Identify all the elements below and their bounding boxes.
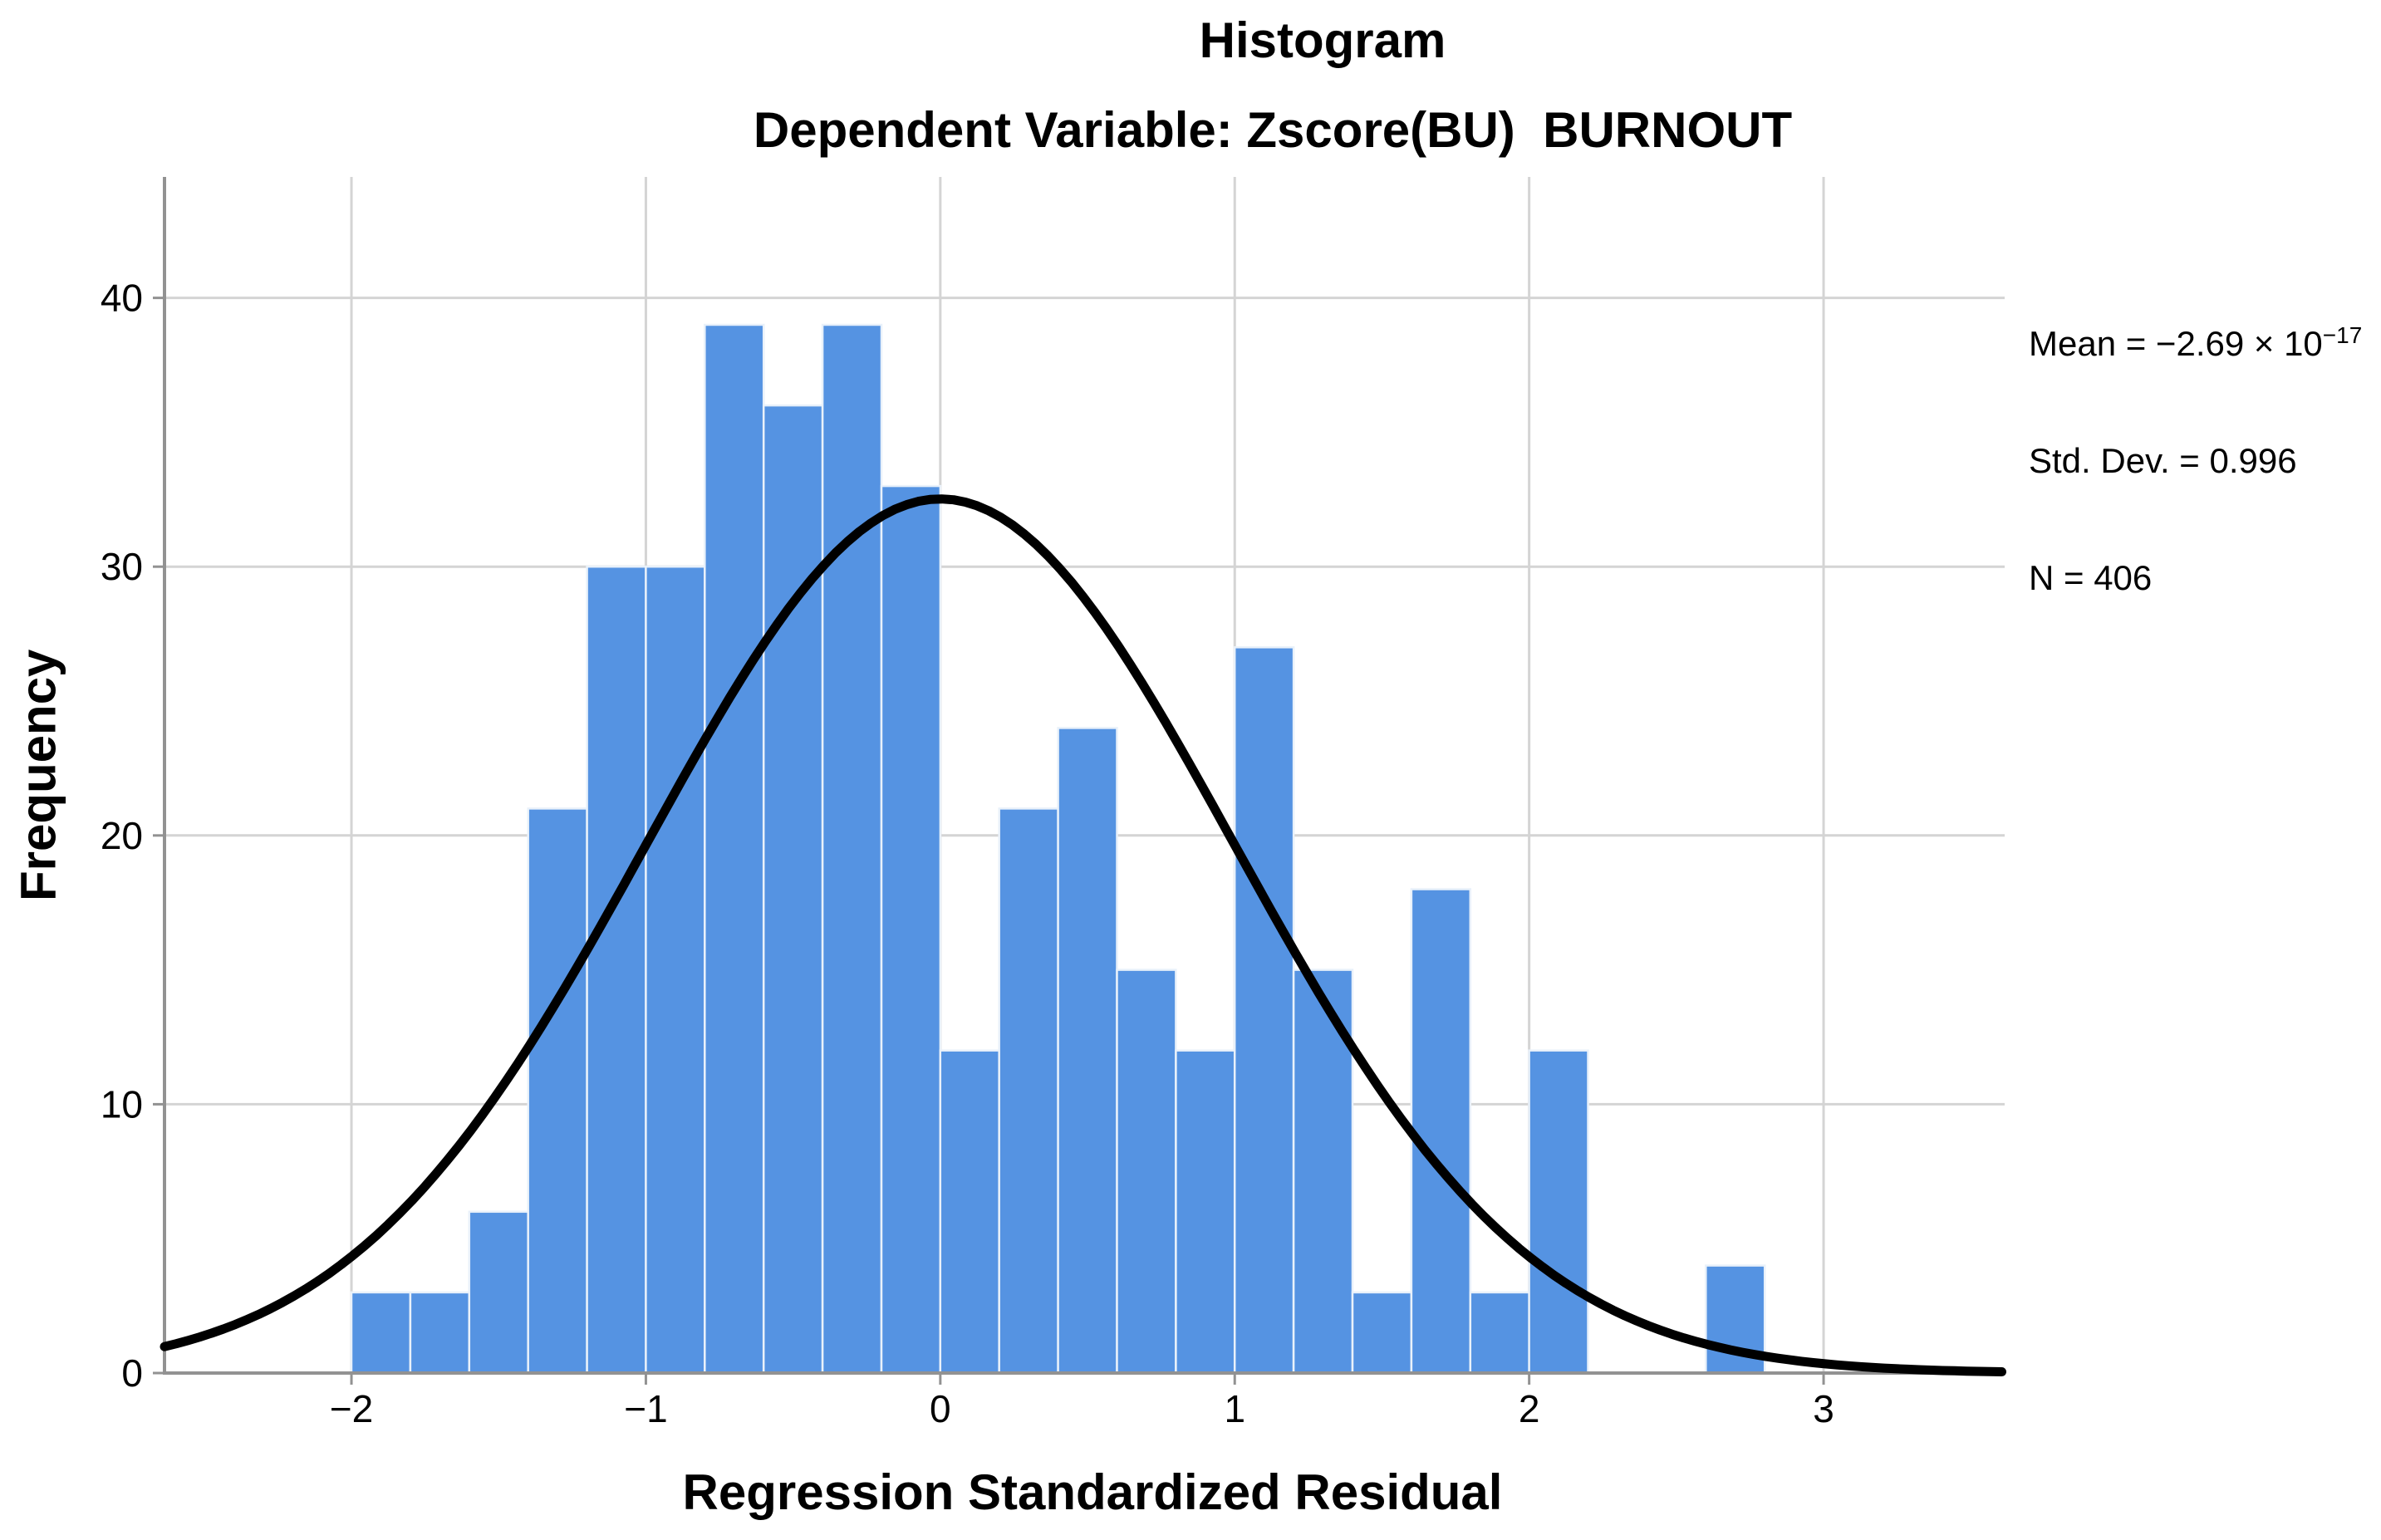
histogram-bar: [1057, 727, 1118, 1375]
x-tick-label: 0: [930, 1387, 951, 1430]
histogram-bar: [468, 1210, 529, 1375]
histogram-bar: [880, 484, 942, 1375]
stats-block: Mean = −2.69 × 10−17 Std. Dev. = 0.996 N…: [2029, 246, 2362, 636]
histogram-bar: [1175, 1049, 1236, 1375]
y-axis-title: Frequency: [10, 649, 66, 901]
x-tick-label: 3: [1813, 1387, 1834, 1430]
histogram-bar: [350, 1291, 412, 1375]
histogram-bar: [1410, 888, 1472, 1375]
histogram-bar: [998, 807, 1059, 1375]
chart-title: Histogram: [1199, 12, 1446, 68]
histogram-bar: [409, 1291, 471, 1375]
histogram-bar: [1116, 969, 1177, 1375]
normal-curve: [160, 494, 2006, 1376]
histogram-bar: [704, 323, 765, 1375]
stat-mean-value: Mean = −2.69 × 10: [2029, 324, 2323, 363]
y-tick-label: 30: [101, 545, 143, 588]
stat-n: N = 406: [2029, 558, 2153, 597]
stat-mean-exponent: −17: [2322, 322, 2363, 348]
y-tick-label: 0: [121, 1351, 143, 1395]
x-tick-label: −1: [624, 1387, 667, 1430]
histogram-bar: [1351, 1291, 1413, 1375]
histogram-bar: [1528, 1049, 1589, 1375]
histogram-bar: [821, 323, 883, 1375]
histogram-bar: [1233, 646, 1295, 1375]
x-tick-label: 1: [1224, 1387, 1245, 1430]
histogram-bar: [527, 807, 588, 1375]
y-tick-label: 20: [101, 814, 143, 857]
x-tick-label: 2: [1519, 1387, 1540, 1430]
histogram-bar: [1469, 1291, 1530, 1375]
chart-subtitle: Dependent Variable: Zscore(BU) BURNOUT: [753, 102, 1793, 158]
x-tick-label: −2: [330, 1387, 373, 1430]
stat-mean: Mean = −2.69 × 10−17: [2029, 322, 2363, 364]
histogram-bar: [586, 565, 647, 1375]
x-axis-title: Regression Standardized Residual: [682, 1464, 1503, 1520]
histogram-bar: [645, 565, 706, 1375]
histogram-bar: [762, 404, 824, 1375]
histogram-bar: [939, 1049, 1000, 1375]
y-tick-label: 10: [101, 1082, 143, 1126]
stat-std-dev: Std. Dev. = 0.996: [2029, 441, 2297, 480]
y-tick-label: 40: [101, 277, 143, 320]
